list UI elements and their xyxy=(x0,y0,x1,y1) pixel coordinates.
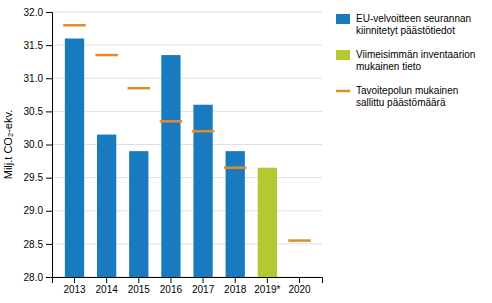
tick: 2018 xyxy=(224,277,247,295)
tick-mark xyxy=(299,277,300,283)
tick: 29.0 xyxy=(24,205,52,216)
tick: 2013 xyxy=(63,277,86,295)
tick-mark xyxy=(46,78,52,79)
legend-item: Viimeisimmän inventaarionmukainen tieto xyxy=(336,49,475,72)
bar xyxy=(226,151,245,277)
chart-container: 28.0 28.5 29.0 29.5 30.0 30.5 31.0 31.5 32.0 2013… xyxy=(0,0,492,303)
tick-mark xyxy=(46,277,52,278)
tick-label: 28.5 xyxy=(24,239,44,250)
tick: 30.0 xyxy=(24,139,52,150)
tick: 30.5 xyxy=(24,106,52,117)
target-line xyxy=(288,239,311,242)
tick-mark xyxy=(46,45,52,46)
bar xyxy=(161,55,180,277)
grid-line xyxy=(52,45,322,46)
grid-line xyxy=(52,243,322,244)
grid-line xyxy=(52,12,322,13)
tick: 28.5 xyxy=(24,239,52,250)
tick: 31.5 xyxy=(24,40,52,51)
tick: 2019* xyxy=(254,277,280,295)
target-line xyxy=(63,24,86,27)
tick-mark xyxy=(267,277,268,283)
tick-label: 2016 xyxy=(160,284,183,295)
tick: 2020 xyxy=(288,277,311,295)
tick-mark xyxy=(46,145,52,146)
tick-label: 2019* xyxy=(254,284,280,295)
tick-label: 29.0 xyxy=(24,205,44,216)
tick-label: 30.5 xyxy=(24,106,44,117)
target-line xyxy=(192,130,215,133)
tick-label: 28.0 xyxy=(24,272,44,283)
tick: 31.0 xyxy=(24,73,52,84)
legend: EU-velvoitteen seurannankiinnitetyt pääs… xyxy=(336,13,475,108)
tick-label: 29.5 xyxy=(24,172,44,183)
tick-mark xyxy=(46,111,52,112)
tick-label: 2014 xyxy=(96,284,119,295)
tick-label: 2017 xyxy=(192,284,215,295)
tick-label: 2015 xyxy=(128,284,151,295)
series xyxy=(65,39,245,278)
legend-label: Tavoitepolun mukainensallittu päästömäär… xyxy=(356,85,458,108)
tick: 2015 xyxy=(128,277,151,295)
tick: 28.0 xyxy=(24,272,52,283)
axis-title: Milj.t CO₂-ekv. xyxy=(2,110,14,179)
grid-line xyxy=(52,144,322,145)
target-line xyxy=(95,54,118,57)
bar xyxy=(129,151,148,277)
marks xyxy=(63,25,311,277)
tick-mark xyxy=(106,277,107,283)
legend-swatch xyxy=(336,90,350,93)
tick-label: 2013 xyxy=(63,284,86,295)
tick: 2016 xyxy=(160,277,183,295)
axis-line xyxy=(46,13,53,278)
series xyxy=(63,25,311,240)
legend-swatch xyxy=(336,50,350,60)
tick-label: 31.5 xyxy=(24,40,44,51)
tick-mark xyxy=(235,277,236,283)
tick-mark xyxy=(46,12,52,13)
tick-label: 2020 xyxy=(288,284,311,295)
target-line xyxy=(128,87,150,90)
tick-mark xyxy=(170,277,171,283)
legend-label: Viimeisimmän inventaarionmukainen tieto xyxy=(356,49,475,72)
tick-mark xyxy=(46,211,52,212)
tick-mark xyxy=(203,277,204,283)
chart-svg: 28.0 28.5 29.0 29.5 30.0 30.5 31.0 31.5 32.0 2013… xyxy=(0,0,492,303)
plot-area: 28.0 28.5 29.0 29.5 30.0 30.5 31.0 31.5 32.0 2013… xyxy=(2,7,475,295)
tick: 32.0 xyxy=(24,7,52,18)
series xyxy=(258,168,277,277)
grid-line xyxy=(52,210,322,211)
axis-line xyxy=(53,278,323,284)
grid-line xyxy=(52,111,322,112)
tick-mark xyxy=(138,277,139,283)
tick-mark xyxy=(74,277,75,283)
legend-item: EU-velvoitteen seurannankiinnitetyt pääs… xyxy=(336,13,471,36)
tick: 29.5 xyxy=(24,172,52,183)
target-line xyxy=(160,120,183,123)
tick-mark xyxy=(46,178,52,179)
grid-line xyxy=(52,78,322,79)
bar xyxy=(65,39,84,278)
tick: 2017 xyxy=(192,277,215,295)
x-axis: 2013 2014 2015 2016 2017 2018 2019* 2020 xyxy=(53,277,323,295)
tick-label: 31.0 xyxy=(24,73,44,84)
grid-line xyxy=(52,177,322,178)
grid xyxy=(52,12,322,277)
legend-label: EU-velvoitteen seurannankiinnitetyt pääs… xyxy=(356,13,471,36)
tick-label: 2018 xyxy=(224,284,247,295)
tick: 2014 xyxy=(96,277,119,295)
y-axis: 28.0 28.5 29.0 29.5 30.0 30.5 31.0 31.5 32.0 xyxy=(24,7,53,283)
legend-swatch xyxy=(336,14,350,24)
bar xyxy=(258,168,277,277)
tick-label: 30.0 xyxy=(24,139,44,150)
tick-mark xyxy=(46,244,52,245)
target-line xyxy=(224,166,247,169)
tick-label: 32.0 xyxy=(24,7,44,18)
bar xyxy=(97,135,116,277)
legend-item: Tavoitepolun mukainensallittu päästömäär… xyxy=(336,85,458,108)
